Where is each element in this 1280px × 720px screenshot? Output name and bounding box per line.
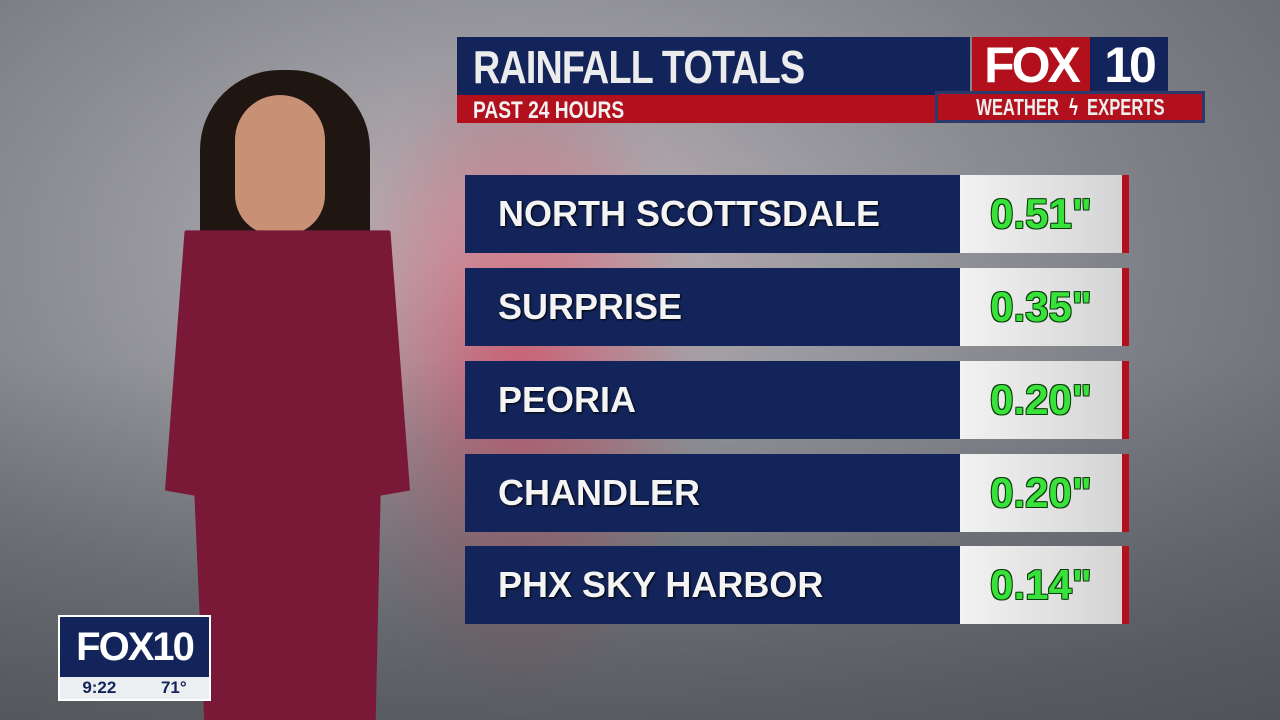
location-name: NORTH SCOTTSDALE [465, 175, 960, 253]
list-item: PEORIA 0.20" [465, 361, 1130, 439]
location-name: PHX SKY HARBOR [465, 546, 960, 624]
list-item: SURPRISE 0.35" [465, 268, 1130, 346]
list-item: PHX SKY HARBOR 0.14" [465, 546, 1130, 624]
rainfall-amount: 0.14" [960, 546, 1122, 624]
location-name: SURPRISE [465, 268, 960, 346]
fox10-logo: FOX 10 [972, 37, 1168, 93]
lightning-bolt-icon: ϟ [1068, 94, 1078, 120]
list-item: CHANDLER 0.20" [465, 454, 1130, 532]
rainfall-amount: 0.20" [960, 454, 1122, 532]
current-temperature: 71° [160, 678, 187, 697]
list-item: NORTH SCOTTSDALE 0.51" [465, 175, 1130, 253]
rainfall-amount: 0.35" [960, 268, 1122, 346]
location-name: CHANDLER [465, 454, 960, 532]
rainfall-amount: 0.20" [960, 361, 1122, 439]
graphic-subtitle: PAST 24 HOURS [473, 97, 625, 124]
presenter-face [235, 95, 325, 235]
station-logo: FOX10 [60, 617, 209, 677]
location-name: PEORIA [465, 361, 960, 439]
rainfall-amount: 0.51" [960, 175, 1122, 253]
station-bug: FOX10 9:22 71° [58, 615, 211, 701]
graphic-title: RAINFALL TOTALS [473, 41, 805, 93]
weather-experts-badge: WEATHER ϟ EXPERTS [935, 91, 1205, 123]
current-time: 9:22 [82, 678, 117, 697]
